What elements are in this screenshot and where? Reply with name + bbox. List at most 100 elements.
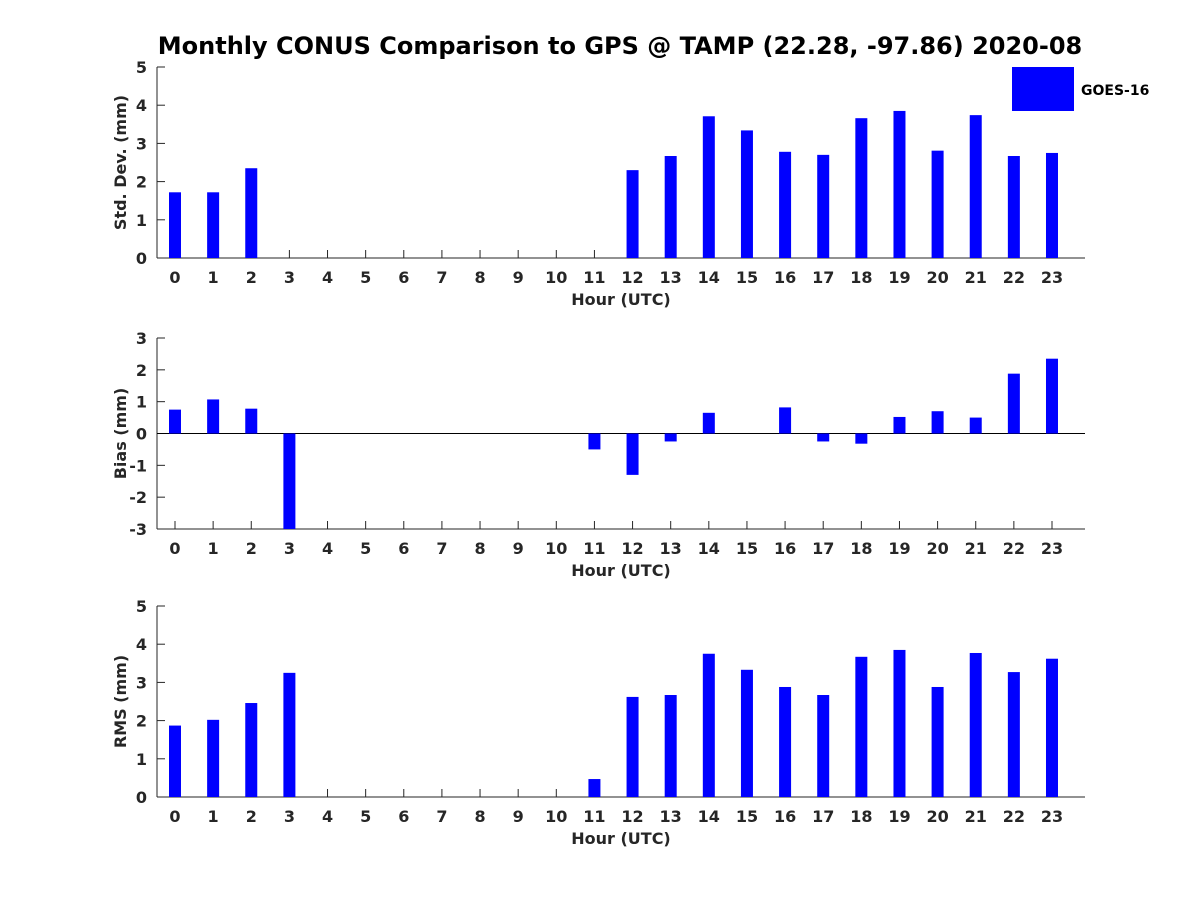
x-tick-label: 13: [660, 807, 682, 826]
x-tick-label: 1: [208, 268, 219, 287]
x-tick-label: 20: [926, 539, 948, 558]
bar: [931, 686, 944, 797]
x-tick-label: 21: [965, 268, 987, 287]
bar: [817, 154, 830, 258]
y-tick-label: 2: [136, 361, 147, 380]
bar: [169, 409, 181, 434]
x-tick-label: 3: [284, 268, 295, 287]
bar: [626, 433, 639, 475]
bar: [779, 407, 792, 434]
bar: [169, 725, 181, 797]
y-tick-label: 5: [136, 58, 147, 77]
chart-title: Monthly CONUS Comparison to GPS @ TAMP (…: [158, 32, 1082, 60]
bar: [893, 110, 906, 259]
y-tick-label: 5: [136, 597, 147, 616]
x-tick-label: 16: [774, 268, 796, 287]
x-tick-label: 18: [850, 807, 872, 826]
x-tick-label: 17: [812, 268, 834, 287]
x-tick-label: 17: [812, 807, 834, 826]
y-tick-label: -1: [129, 456, 147, 475]
x-tick-label: 22: [1003, 807, 1025, 826]
legend-label: GOES-16: [1081, 83, 1149, 99]
bar: [1007, 672, 1020, 797]
y-tick-label: 0: [136, 788, 147, 807]
x-tick-label: 1: [208, 539, 219, 558]
x-axis-label: Hour (UTC): [571, 290, 671, 309]
x-tick-label: 19: [888, 539, 910, 558]
bar: [245, 408, 258, 434]
bar: [855, 118, 868, 258]
bar: [855, 433, 868, 444]
bar: [207, 399, 220, 434]
y-tick-label: 1: [136, 211, 147, 230]
x-tick-label: 15: [736, 539, 758, 558]
y-tick-label: 4: [136, 96, 147, 115]
x-tick-label: 19: [888, 268, 910, 287]
x-tick-label: 22: [1003, 268, 1025, 287]
x-tick-label: 6: [398, 807, 409, 826]
bar: [779, 151, 792, 258]
x-tick-label: 5: [360, 539, 371, 558]
x-tick-label: 14: [698, 268, 720, 287]
x-tick-label: 13: [660, 268, 682, 287]
x-tick-label: 5: [360, 807, 371, 826]
bar: [893, 649, 906, 797]
bar: [740, 669, 753, 797]
bar: [1007, 156, 1020, 258]
x-tick-label: 3: [284, 539, 295, 558]
x-tick-label: 18: [850, 539, 872, 558]
y-tick-label: 3: [136, 329, 147, 348]
bar: [169, 192, 181, 258]
bar: [969, 417, 982, 434]
x-tick-label: 14: [698, 807, 720, 826]
y-tick-label: -3: [129, 520, 147, 539]
x-tick-label: 9: [513, 268, 524, 287]
bar: [740, 130, 753, 258]
bar: [588, 779, 601, 797]
x-tick-label: 10: [545, 268, 567, 287]
x-tick-label: 23: [1041, 268, 1063, 287]
bar: [702, 412, 715, 434]
x-tick-label: 23: [1041, 807, 1063, 826]
x-tick-label: 0: [169, 268, 180, 287]
bar: [1007, 373, 1020, 434]
y-tick-label: 1: [136, 750, 147, 769]
y-tick-label: 0: [136, 249, 147, 268]
bar: [893, 416, 906, 434]
bar: [969, 115, 982, 258]
x-tick-label: 10: [545, 539, 567, 558]
x-tick-label: 21: [965, 807, 987, 826]
y-tick-label: 3: [136, 134, 147, 153]
x-tick-label: 6: [398, 268, 409, 287]
legend-swatch: [1012, 67, 1074, 111]
x-tick-label: 2: [246, 268, 257, 287]
bar: [1045, 152, 1058, 258]
bar: [931, 150, 944, 258]
bar: [283, 672, 296, 797]
bar: [1045, 358, 1058, 434]
bar: [664, 695, 677, 797]
x-tick-label: 7: [436, 539, 447, 558]
x-tick-label: 1: [208, 807, 219, 826]
x-tick-label: 17: [812, 539, 834, 558]
x-tick-label: 2: [246, 539, 257, 558]
x-tick-label: 4: [322, 807, 333, 826]
legend: GOES-16: [1012, 67, 1149, 111]
bar: [588, 433, 601, 450]
y-axis-label: RMS (mm): [111, 655, 130, 748]
x-tick-label: 15: [736, 268, 758, 287]
bar: [779, 686, 792, 797]
x-tick-label: 10: [545, 807, 567, 826]
x-tick-label: 7: [436, 807, 447, 826]
bar: [817, 433, 830, 442]
x-tick-label: 16: [774, 539, 796, 558]
x-tick-label: 20: [926, 268, 948, 287]
bar: [664, 433, 677, 442]
x-tick-label: 12: [621, 539, 643, 558]
x-axis-label: Hour (UTC): [571, 561, 671, 580]
y-tick-label: 2: [136, 173, 147, 192]
bar: [283, 433, 296, 529]
